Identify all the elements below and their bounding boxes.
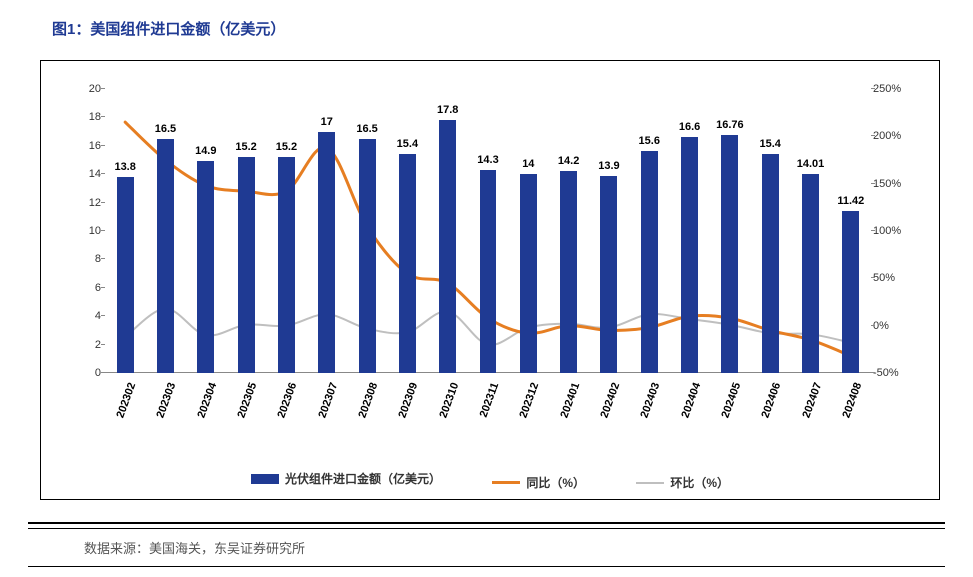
x-category: 202308 — [356, 381, 380, 420]
bar — [600, 176, 617, 373]
bar-swatch — [251, 474, 279, 484]
bar — [520, 174, 537, 373]
bar-value-label: 15.4 — [397, 138, 418, 150]
rule-thin-top — [28, 528, 945, 529]
x-category: 202311 — [478, 381, 502, 419]
bar — [197, 161, 214, 373]
bar-value-label: 17.8 — [437, 104, 458, 116]
bar-value-label: 15.6 — [639, 135, 660, 147]
bar — [359, 139, 376, 373]
bar — [842, 211, 859, 373]
x-category: 202404 — [679, 381, 703, 420]
bar — [278, 157, 295, 373]
bar-value-label: 14.2 — [558, 155, 579, 167]
bar — [117, 177, 134, 373]
bar-value-label: 15.2 — [235, 141, 256, 153]
bar-value-label: 15.4 — [759, 138, 780, 150]
x-category: 202407 — [800, 381, 824, 420]
bar-value-label: 16.5 — [356, 123, 377, 135]
bar-value-label: 14.01 — [797, 158, 825, 170]
chart: 02468101214161820-50%0%50%100%150%200%25… — [65, 79, 915, 409]
line2-swatch — [636, 482, 664, 484]
bar — [439, 120, 456, 373]
legend-line2: 环比（%） — [636, 474, 729, 491]
bar-value-label: 14.3 — [477, 154, 498, 166]
bar-value-label: 16.76 — [716, 119, 744, 131]
bar-value-label: 16.5 — [155, 123, 176, 135]
bar-value-label: 16.6 — [679, 121, 700, 133]
legend-bar-label: 光伏组件进口金额（亿美元） — [285, 470, 441, 487]
bar-value-label: 14 — [522, 158, 534, 170]
chart-title: 图1：美国组件进口金额（亿美元） — [52, 18, 285, 39]
bar — [480, 170, 497, 373]
x-category: 202306 — [276, 381, 300, 420]
legend: 光伏组件进口金额（亿美元） 同比（%） 环比（%） — [41, 470, 939, 491]
legend-bar: 光伏组件进口金额（亿美元） — [251, 470, 441, 487]
x-category: 202401 — [558, 381, 582, 420]
x-category: 202310 — [437, 381, 461, 420]
source-text: 数据来源：美国海关，东吴证券研究所 — [84, 538, 305, 557]
bar-value-label: 17 — [321, 116, 333, 128]
legend-line1: 同比（%） — [492, 474, 585, 491]
x-category: 202402 — [598, 381, 622, 420]
x-category: 202302 — [115, 381, 139, 420]
bar-value-label: 14.9 — [195, 145, 216, 157]
bar-value-label: 11.42 — [837, 195, 864, 207]
x-category: 202408 — [840, 381, 864, 420]
x-category: 202307 — [316, 381, 340, 420]
bar — [318, 132, 335, 373]
rule-thick — [28, 522, 945, 524]
bar — [560, 171, 577, 373]
x-category: 202406 — [760, 381, 784, 420]
bar — [238, 157, 255, 373]
plot-area: 02468101214161820-50%0%50%100%150%200%25… — [105, 89, 871, 373]
legend-line2-label: 环比（%） — [670, 474, 729, 491]
rule-thin-bottom — [28, 566, 945, 567]
x-category: 202305 — [236, 381, 260, 420]
x-category: 202309 — [397, 381, 421, 420]
bar-value-label: 13.9 — [598, 160, 619, 172]
line1-swatch — [492, 481, 520, 484]
bar-value-label: 13.8 — [114, 161, 135, 173]
x-category: 202405 — [719, 381, 743, 420]
x-category: 202303 — [155, 381, 179, 420]
bar — [762, 154, 779, 373]
bar — [802, 174, 819, 373]
x-category: 202304 — [195, 381, 219, 420]
x-category: 202403 — [639, 381, 663, 420]
bar — [157, 139, 174, 373]
bar — [399, 154, 416, 373]
bar — [721, 135, 738, 373]
bar — [681, 137, 698, 373]
legend-line1-label: 同比（%） — [526, 474, 585, 491]
page: 图1：美国组件进口金额（亿美元） 02468101214161820-50%0%… — [0, 0, 973, 577]
x-category: 202312 — [518, 381, 542, 420]
bar-value-label: 15.2 — [276, 141, 297, 153]
chart-container: 02468101214161820-50%0%50%100%150%200%25… — [40, 60, 940, 500]
bar — [641, 151, 658, 373]
